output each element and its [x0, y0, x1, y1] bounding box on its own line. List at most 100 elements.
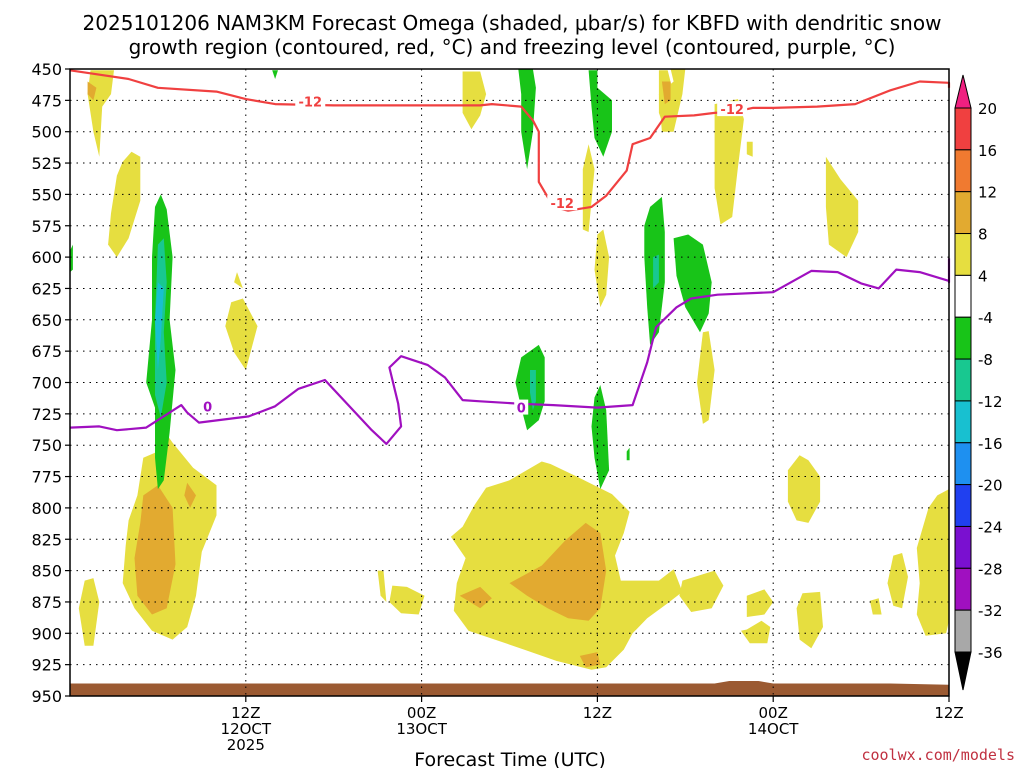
omega-region-5: [377, 570, 387, 602]
omega-core-23: [591, 385, 610, 490]
y-tick-label-600: 600: [31, 248, 62, 267]
colorbar-bottom-arrow: [954, 651, 972, 691]
colorbar-label-4: 4: [978, 267, 988, 285]
omega-region-18: [746, 141, 753, 157]
colorbar-label-3: 8: [978, 226, 988, 244]
dendritic-12C-label-bg-2: [547, 195, 578, 211]
omega-core-4: [184, 482, 196, 508]
omega-core-14: [234, 272, 243, 289]
y-tick-label-900: 900: [31, 624, 62, 643]
x-tick-label-30-0: 00Z: [759, 704, 788, 722]
y-tick-label-675: 675: [31, 342, 62, 361]
colorbar-label-6: -8: [978, 351, 993, 369]
omega-core-24: [626, 447, 630, 461]
colorbar-swatch-9: [954, 484, 972, 527]
y-tick-label-550: 550: [31, 185, 62, 204]
colorbar-swatch-11: [954, 567, 972, 611]
colorbar-top-arrow: [954, 74, 972, 109]
omega-region-8: [679, 570, 724, 612]
omega-region-10: [746, 589, 774, 617]
x-tick-label-18-1: 13OCT: [396, 720, 447, 738]
colorbar-label-8: -16: [978, 435, 1003, 453]
y-tick-label-725: 725: [31, 405, 62, 424]
chart-title-line2: growth region (contoured, red, °C) and f…: [129, 35, 896, 59]
colorbar-swatch-7: [954, 400, 972, 444]
y-tick-label-850: 850: [31, 562, 62, 581]
omega-core-11: [594, 229, 610, 308]
omega-region-4: [225, 298, 258, 370]
y-tick-label-475: 475: [31, 91, 62, 110]
omega-core-19: [588, 70, 612, 157]
omega-core-9: [582, 144, 595, 232]
dendritic-12C-label-bg-0: [295, 93, 326, 109]
colorbar-label-9: -20: [978, 477, 1003, 495]
omega-core-16: [272, 70, 278, 79]
y-tick-label-825: 825: [31, 530, 62, 549]
freezing-0C-label-bg-0: [200, 398, 215, 414]
omega-core-1: [459, 586, 492, 609]
credit-text: coolwx.com/models: [861, 746, 1015, 764]
y-tick-label-775: 775: [31, 468, 62, 487]
omega-core-10: [714, 99, 744, 225]
x-tick-label-30-1: 14OCT: [748, 720, 799, 738]
colorbar-label-10: -24: [978, 518, 1003, 536]
x-tick-label-12-0: 12Z: [231, 704, 260, 722]
x-tick-label-18-0: 00Z: [407, 704, 436, 722]
omega-core-5: [87, 81, 97, 101]
colorbar-swatch-0: [954, 107, 972, 151]
omega-core-0: [134, 485, 176, 615]
dendritic-12C-label-0: -12: [299, 96, 323, 111]
y-tick-label-500: 500: [31, 123, 62, 142]
omega-core-2: [509, 522, 607, 621]
dendritic-12C-label-2: -12: [550, 197, 574, 212]
freezing-0C-label-0: 0: [203, 400, 212, 415]
colorbar-swatch-1: [954, 149, 972, 193]
y-tick-label-700: 700: [31, 374, 62, 393]
y-tick-label-650: 650: [31, 311, 62, 330]
colorbar-label-13: -36: [978, 644, 1003, 662]
colorbar-swatch-8: [954, 442, 972, 486]
omega-region-15: [916, 489, 949, 636]
omega-region-9: [741, 620, 771, 644]
omega-core-15: [661, 81, 671, 105]
y-tick-label-925: 925: [31, 656, 62, 675]
y-tick-label-800: 800: [31, 499, 62, 518]
omega-region-17: [697, 331, 715, 424]
x-tick-label-24-0: 12Z: [583, 704, 612, 722]
y-tick-label-450: 450: [31, 60, 62, 79]
y-tick-label-750: 750: [31, 436, 62, 455]
colorbar-swatch-2: [954, 191, 972, 235]
omega-region-11: [796, 591, 823, 649]
x-tick-label-36-0: 12Z: [934, 704, 963, 722]
colorbar-label-2: 12: [978, 184, 997, 202]
omega-region-6: [389, 585, 425, 615]
y-tick-label-875: 875: [31, 593, 62, 612]
omega-core-18: [518, 69, 536, 170]
colorbar-swatch-10: [954, 525, 972, 569]
omega-core-21: [673, 234, 712, 333]
chart-title-line1: 2025101206 NAM3KM Forecast Omega (shaded…: [83, 11, 942, 35]
omega-core-28: [530, 370, 536, 411]
omega-region-1: [78, 578, 100, 646]
y-tick-label-950: 950: [31, 687, 62, 706]
colorbar-swatch-4: [954, 274, 972, 318]
x-tick-label-12-2: 2025: [227, 736, 265, 754]
freezing-0C-label-bg-1: [514, 399, 529, 415]
colorbar-swatch-12: [954, 609, 972, 653]
x-axis-label: Forecast Time (UTC): [414, 749, 605, 768]
colorbar-swatch-6: [954, 358, 972, 402]
dendritic-12C-label-bg-1: [717, 101, 748, 117]
surface-terrain: [70, 681, 949, 696]
colorbar-label-5: -4: [978, 309, 993, 327]
y-tick-label-625: 625: [31, 279, 62, 298]
x-tick-label-12-1: 12OCT: [221, 720, 272, 738]
colorbar-label-11: -28: [978, 560, 1003, 578]
omega-core-3: [579, 652, 601, 668]
colorbar-label-0: 20: [978, 100, 997, 118]
omega-region-13: [869, 598, 882, 615]
colorbar-label-1: 16: [978, 142, 997, 160]
omega-core-27: [155, 282, 164, 370]
omega-core-13: [825, 156, 859, 258]
freezing-0C-label-1: 0: [517, 402, 526, 417]
